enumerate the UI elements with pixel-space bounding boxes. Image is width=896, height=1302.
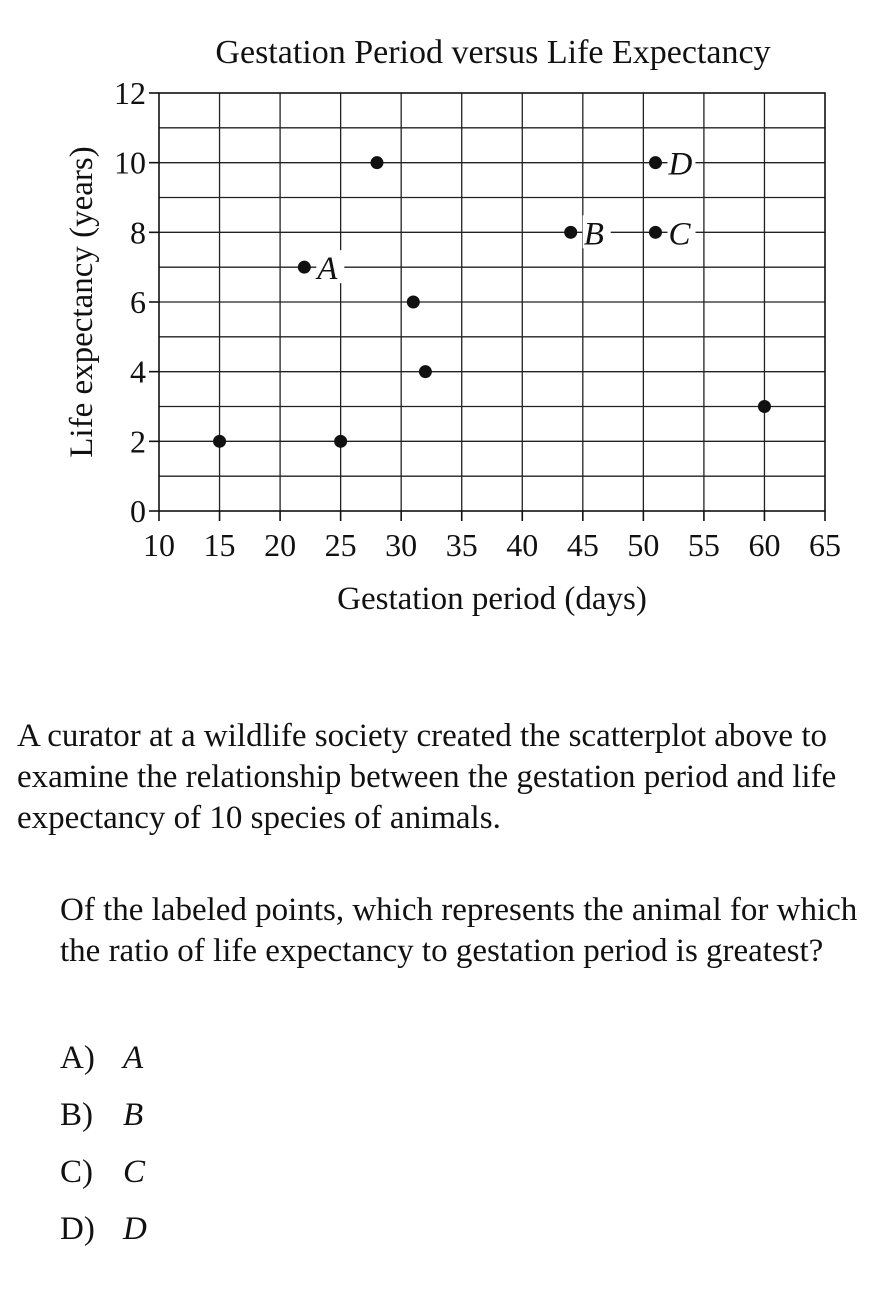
answer-choices: A) A B) B C) C D) D [60,1038,147,1266]
chart-title: Gestation Period versus Life Expectancy [215,34,770,71]
data-point-a [297,260,311,274]
data-point-b [564,225,578,239]
x-tick-label: 40 [506,527,538,563]
choice-letter: D) [60,1211,95,1247]
chart-axes [149,92,826,521]
x-tick-label: 25 [325,527,357,563]
data-point [757,400,771,413]
x-tick-label: 45 [567,527,599,563]
scatter-chart: Gestation Period versus Life Expectancy … [0,0,896,640]
point-label-background [667,145,696,179]
point-label-background [667,215,696,249]
x-tick-label: 20 [264,527,296,563]
x-tick-label: 15 [204,527,236,563]
choice-b[interactable]: B) B [60,1095,147,1152]
choice-text: B [123,1097,144,1133]
data-point [213,434,227,448]
data-point [370,156,384,170]
intro-paragraph: A curator at a wildlife society created … [17,718,837,836]
y-tick-label: 2 [130,423,146,459]
x-tick-label: 55 [688,527,720,563]
choice-text: D [123,1211,147,1247]
tick-labels: 0 2 4 6 8 10 12 10 15 20 25 30 35 40 45 50 55 60 65 [114,75,841,563]
y-tick-label: 0 [130,493,146,529]
x-tick-label: 30 [385,527,417,563]
point-label-background [582,215,611,249]
choice-a[interactable]: A) A [60,1038,147,1095]
y-tick-label: 6 [130,284,146,320]
chart-svg: Gestation Period versus Life Expectancy … [64,34,841,617]
y-axis-title: Life expectancy (years) [64,146,100,457]
question-text: Of the labeled points, which represents … [60,892,858,969]
x-tick-label: 60 [748,527,780,563]
x-tick-label: 65 [809,527,841,563]
x-axis-title: Gestation period (days) [337,581,647,617]
point-label-c: C [668,216,691,252]
data-point [334,434,348,448]
x-tick-label: 10 [143,527,175,563]
y-tick-label: 10 [114,145,146,181]
choice-letter: C) [60,1154,93,1190]
y-tick-label: 12 [114,75,146,111]
data-point [406,295,420,309]
data-point [418,365,432,379]
choice-c[interactable]: C) C [60,1152,147,1209]
choice-text: C [123,1154,146,1190]
choice-letter: B) [60,1097,93,1133]
y-tick-label: 8 [130,214,146,250]
choice-d[interactable]: D) D [60,1209,147,1266]
x-tick-label: 35 [446,527,478,563]
y-tick-label: 4 [130,354,146,390]
point-label-d: D [667,147,692,183]
data-point-d [648,156,662,170]
chart-grid [159,93,825,511]
data-point-c [648,225,662,239]
point-label-a: A [315,251,338,287]
point-label-b: B [584,216,604,252]
data-points: A B CD [213,145,771,448]
x-tick-label: 50 [627,527,659,563]
choice-text: A [123,1040,144,1076]
point-label-background [316,250,345,284]
choice-letter: A) [60,1040,95,1076]
